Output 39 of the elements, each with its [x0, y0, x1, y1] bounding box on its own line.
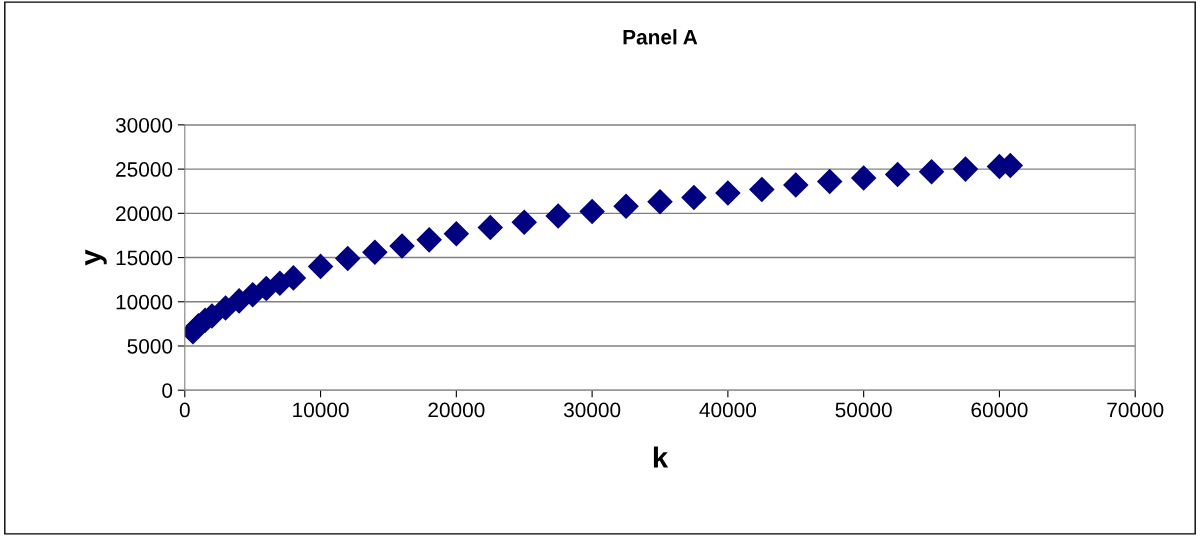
x-tick-label: 30000 [563, 402, 621, 418]
point [389, 233, 415, 259]
y-tick-label: 5000 [127, 338, 173, 354]
point [953, 156, 978, 182]
x-tick-label: 20000 [428, 402, 485, 418]
point [647, 189, 673, 215]
x-tick-label: 10000 [293, 402, 349, 418]
point [817, 169, 843, 194]
x-tick-label: 60000 [971, 402, 1028, 418]
point [362, 239, 388, 265]
point [511, 209, 537, 235]
point [443, 221, 469, 247]
point [545, 203, 571, 229]
y-tick-label: 25000 [116, 162, 173, 177]
point [749, 176, 775, 202]
point [613, 193, 639, 219]
point [477, 214, 503, 240]
point [681, 184, 707, 210]
y-tick-label: 10000 [116, 294, 173, 310]
point [919, 159, 945, 185]
y-axis-title: y [85, 249, 107, 266]
y-tick-label: 15000 [116, 250, 173, 266]
x-tick-label: 0 [179, 402, 190, 418]
point [335, 245, 361, 271]
y-tick-label: 0 [162, 383, 173, 398]
point [885, 161, 911, 187]
x-tick-label: 50000 [835, 402, 892, 418]
point [308, 253, 334, 279]
point [851, 165, 877, 191]
point [783, 172, 809, 198]
chart-title: Panel A [623, 29, 698, 45]
x-axis-title: k [653, 446, 669, 468]
y-tick-label: 20000 [116, 206, 173, 222]
x-tick-label: 70000 [1107, 402, 1164, 418]
point [579, 199, 605, 225]
point [416, 227, 442, 253]
y-tick-label: 30000 [115, 117, 173, 133]
x-tick-label: 40000 [699, 402, 757, 418]
point [715, 180, 741, 206]
